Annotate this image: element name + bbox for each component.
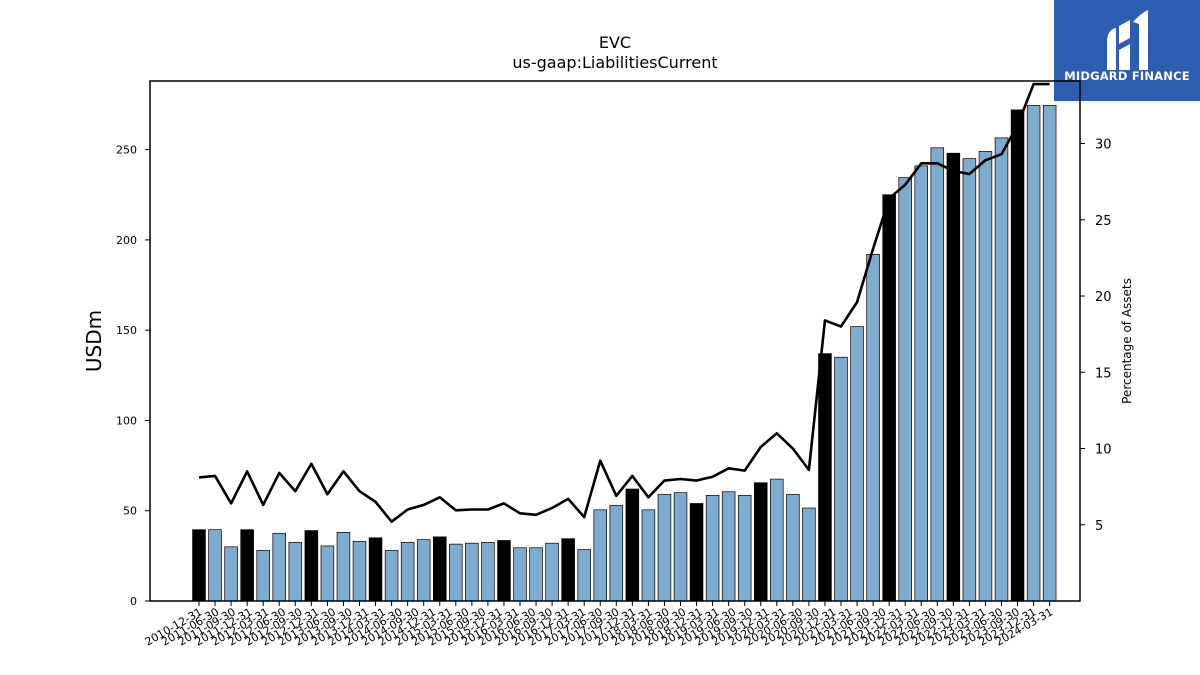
bar [272,532,287,602]
y-axis-label: USDm [82,310,106,372]
bar [834,356,848,602]
bar [481,541,495,602]
bar [433,536,447,602]
y-tick-label: 0 [130,595,137,608]
bar [400,541,415,602]
bar [1042,105,1057,602]
bar [609,504,624,602]
bar [962,158,977,602]
bar [384,550,399,602]
bar [689,503,704,602]
bar [866,253,880,602]
bar [192,529,206,602]
plot-frame [149,80,1081,602]
bar [416,539,431,602]
bar [497,540,511,602]
y-tick-label: 250 [116,144,137,157]
bar [786,494,800,602]
bar [673,492,688,602]
bar [352,541,367,602]
chart-title: EVC [599,33,631,52]
y-tick-label: 100 [116,414,137,427]
bar [240,529,254,602]
bar [705,495,720,602]
bar [753,482,768,602]
bar [224,546,238,602]
y2-tick-label: 25 [1095,214,1112,229]
bar [529,547,543,602]
midgard-finance-logo: MIDGARD FINANCE [1054,0,1200,101]
bar [593,509,607,602]
bar [545,542,559,602]
line-group [198,82,1050,524]
bar [818,353,832,602]
bar [561,538,575,602]
bar [304,530,319,602]
bar [930,147,945,602]
bar [625,488,640,602]
y-tick-label: 50 [123,505,137,518]
chart-subtitle: us-gaap:LiabilitiesCurrent [512,53,717,72]
bar [288,541,303,602]
y2-tick-label: 30 [1095,138,1112,153]
bar [368,537,383,602]
y2-tick-label: 20 [1095,290,1112,305]
y-tick-label: 150 [116,324,137,337]
bar [1010,109,1025,602]
bar [898,177,912,602]
bar [465,542,479,602]
bar [1026,105,1041,602]
bar [208,529,222,602]
y2-tick-label: 5 [1095,519,1103,534]
bar [770,478,784,602]
bar [994,137,1009,602]
bar [721,491,736,602]
bar [882,194,896,602]
bar [449,543,463,602]
bar [978,151,993,602]
y-tick-label: 200 [116,234,137,247]
bar [256,550,270,602]
left-axis: 0 50 100 150 200 250 [116,144,150,608]
bar [577,549,591,602]
x-axis: 2010-12-312011-06-302011-09-302011-12-31… [143,601,1055,649]
y2-axis-label: Percentage of Assets [1120,278,1134,404]
bar [641,509,656,602]
bar [914,165,928,602]
y2-tick-label: 15 [1095,366,1112,381]
bar [657,494,672,602]
bar [802,507,816,602]
percentage-line [198,82,1050,524]
y2-tick-label: 10 [1095,443,1112,458]
bars-group [192,105,1057,602]
bar [336,532,351,602]
bar [946,152,961,602]
midgard-m-logo-icon [1107,10,1148,70]
right-axis: 5 10 15 20 25 30 [1080,138,1112,534]
bar [850,326,864,602]
bar [513,547,527,602]
bar [320,545,335,602]
logo-text: MIDGARD FINANCE [1064,69,1190,83]
bar [737,495,752,602]
